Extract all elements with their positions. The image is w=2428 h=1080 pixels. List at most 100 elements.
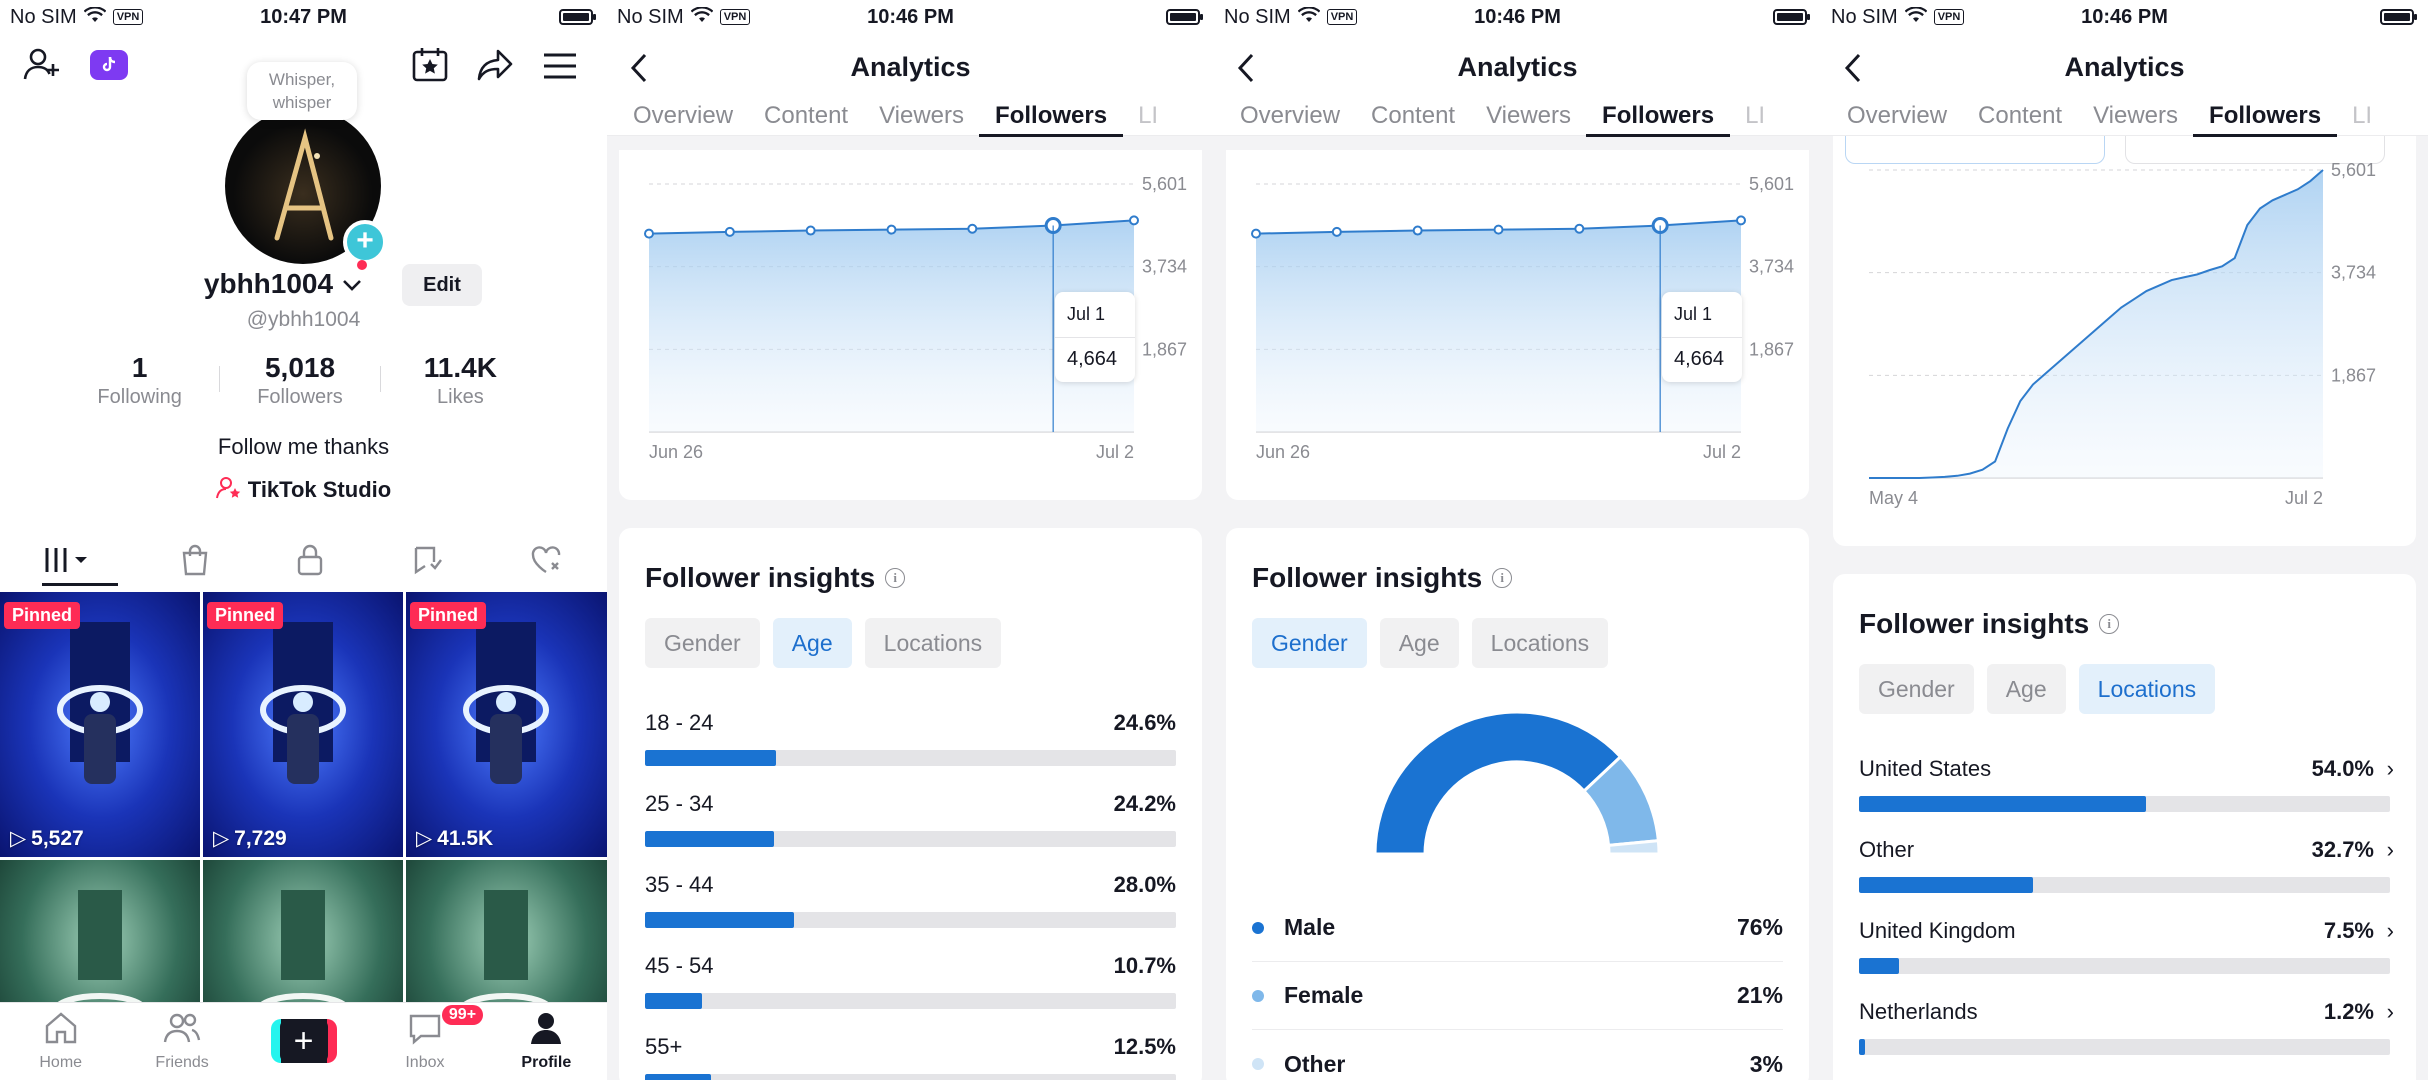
bar-row[interactable]: United Kingdom 7.5% › [1859,918,2394,978]
tab-overview[interactable]: Overview [1847,102,1948,129]
reposts-tab-icon[interactable] [411,544,443,581]
range-segment[interactable] [2125,136,2385,164]
tab-followers[interactable]: Followers [2193,102,2338,137]
tab-content[interactable]: Content [1978,102,2063,129]
bar-track [645,831,1176,847]
back-chevron-icon[interactable] [1236,52,1256,89]
menu-icon[interactable] [542,52,578,80]
bar-row: 35 - 44 28.0% [645,872,1176,932]
bar-fill [645,831,774,847]
tiktok-studio-shortcut-icon[interactable] [90,50,128,80]
pill-locations[interactable]: Locations [1471,618,1609,668]
analytics-locations-screen: No SIM VPN 10:46 PM Analytics Overview C… [1821,0,2428,1080]
gender-donut-chart[interactable] [1226,704,1809,874]
pill-gender[interactable]: Gender [1859,664,1974,714]
followers-long-range-chart[interactable]: 5,601 3,734 1,867 May 4 Jul 2 [1833,136,2416,546]
profile-screen: No SIM VPN 10:47 PM Whisper, whisper [0,0,607,1080]
pill-age[interactable]: Age [1986,664,2066,714]
profile-icon [529,1011,563,1050]
bar-row[interactable]: Netherlands 1.2% › [1859,999,2394,1059]
nav-friends[interactable]: Friends [121,1003,242,1080]
profile-stats: 1 Following 5,018 Followers 11.4K Likes [60,352,540,409]
info-icon[interactable]: i [885,568,906,588]
add-friend-icon[interactable] [22,44,62,84]
tab-content[interactable]: Content [1371,102,1456,129]
tab-viewers[interactable]: Viewers [1486,102,1572,129]
chevron-down-icon[interactable] [341,260,368,300]
follower-insights-card: Follower insights i Gender Age Locations… [1833,574,2416,1080]
battery-icon [1166,9,1203,25]
tab-followers[interactable]: Followers [1586,102,1731,137]
shop-bag-tab-icon[interactable] [180,544,210,581]
stat-following[interactable]: 1 Following [97,352,182,408]
videos-grid-tab-icon[interactable] [43,545,93,580]
pill-age[interactable]: Age [1379,618,1459,668]
pill-locations[interactable]: Locations [864,618,1002,668]
pinned-badge: Pinned [4,602,81,629]
stat-likes[interactable]: 11.4K Likes [423,352,497,408]
pill-gender[interactable]: Gender [645,618,760,668]
bar-track [645,750,1176,766]
tab-viewers[interactable]: Viewers [2093,102,2179,129]
tab-overview[interactable]: Overview [633,102,734,129]
x-tick-label: Jul 2 [1096,442,1134,462]
data-point [1412,225,1423,236]
nav-inbox[interactable]: 99+ Inbox [364,1003,485,1080]
nav-create[interactable]: + [243,1003,364,1080]
y-tick-label: 1,867 [1749,339,1794,359]
bar-fill [645,1074,712,1080]
pill-gender[interactable]: Gender [1252,618,1367,668]
tab-live[interactable]: LI [2352,102,2373,129]
favorites-calendar-icon[interactable] [410,46,450,84]
create-button[interactable]: + [270,1019,337,1063]
nav-profile[interactable]: Profile [486,1003,607,1080]
bar-row[interactable]: Other 32.7% › [1859,837,2394,897]
bar-label: 45 - 54 [645,953,714,978]
stat-followers[interactable]: 5,018 Followers [257,352,343,408]
share-icon[interactable] [476,48,514,82]
lock-tab-icon[interactable] [296,544,324,581]
legend-row: Other 3% [1252,1030,1783,1080]
range-segment-active[interactable] [1845,136,2105,164]
user-handle: @ybhh1004 [246,308,361,331]
back-chevron-icon[interactable] [1843,52,1863,89]
bar-track [1859,877,2390,893]
tab-viewers[interactable]: Viewers [879,102,965,129]
tab-live[interactable]: LI [1138,102,1159,129]
followers-line-chart[interactable]: 5,601 3,734 1,867 Jun 26 Jul 2 [619,150,1202,500]
info-icon[interactable]: i [1492,568,1513,588]
legend-dot [1252,1058,1264,1070]
back-chevron-icon[interactable] [629,52,649,89]
info-icon[interactable]: i [2099,614,2120,634]
bar-label: Other [1859,837,1915,862]
pill-age[interactable]: Age [772,618,852,668]
video-grid: Pinned ▷ 5,527 Pinned ▷ 7,729 Pinned ▷ 41.5… [0,592,607,1060]
liked-tab-icon[interactable] [530,545,564,580]
add-story-plus-icon[interactable]: + [343,220,387,264]
bar-fill [645,993,702,1009]
followers-chart-card: 5,601 3,734 1,867 May 4 Jul 2 [1833,136,2416,546]
wifi-icon [1904,5,1927,29]
bar-value: 54.0% [2311,756,2374,781]
bar-row[interactable]: United States 54.0% › [1859,756,2394,816]
bar-label: United States [1859,756,1992,781]
followers-line-chart[interactable]: 5,601 3,734 1,867 Jun 26 Jul 2 [1226,150,1809,500]
nav-home[interactable]: Home [0,1003,121,1080]
donut-slice [1373,710,1623,856]
bar-fill [1859,1039,1866,1055]
tab-content[interactable]: Content [764,102,849,129]
video-tile[interactable]: Pinned ▷ 41.5K [406,592,607,857]
tiktok-studio-link[interactable]: TikTok Studio [0,476,607,506]
tab-live[interactable]: LI [1745,102,1766,129]
username: ybhh1004 [203,268,334,299]
pill-locations[interactable]: Locations [2078,664,2216,714]
carrier-label: No SIM [10,5,77,28]
tab-overview[interactable]: Overview [1240,102,1341,129]
video-tile[interactable]: Pinned ▷ 5,527 [0,592,200,857]
video-tile[interactable]: Pinned ▷ 7,729 [203,592,403,857]
edit-profile-button[interactable]: Edit [402,264,482,306]
tab-followers[interactable]: Followers [979,102,1124,137]
avatar[interactable]: + [225,108,387,264]
note-bubble[interactable]: Whisper, whisper [247,62,357,120]
carrier-label: No SIM [1831,5,1898,28]
